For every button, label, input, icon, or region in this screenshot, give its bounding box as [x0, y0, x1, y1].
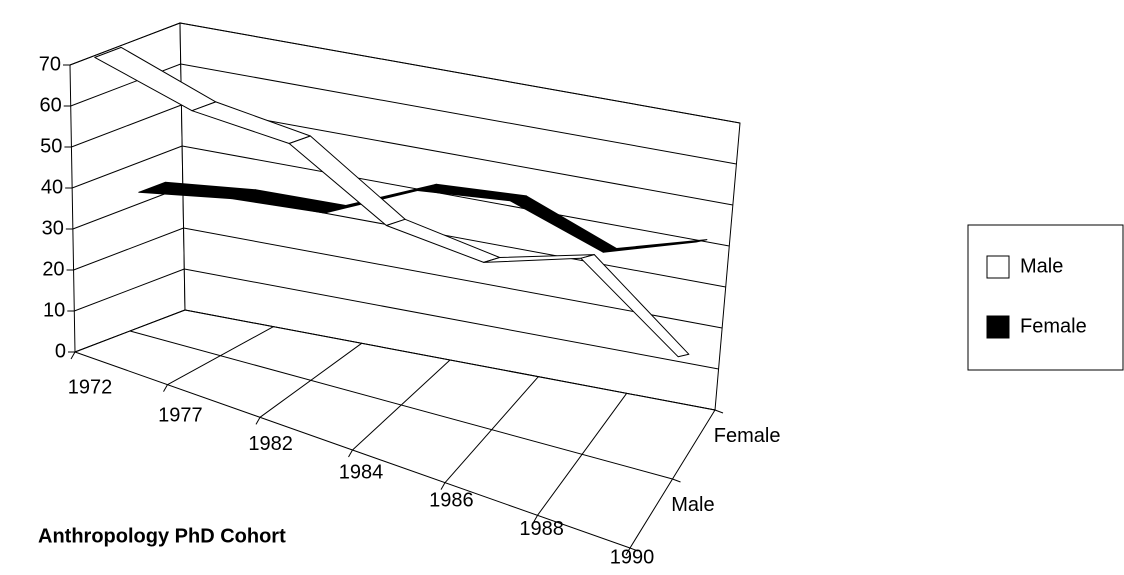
- depth-label: Male: [671, 494, 714, 516]
- legend-swatch: [986, 315, 1010, 339]
- x-tick-label: 1990: [610, 546, 655, 568]
- y-tick-label: 70: [39, 53, 61, 75]
- grid-line: [71, 104, 182, 148]
- y-tick-label: 10: [43, 299, 65, 321]
- depth-tick: [714, 409, 724, 414]
- x-tick-label: 1984: [339, 461, 384, 483]
- grid-line: [74, 268, 185, 312]
- grid-line: [73, 227, 184, 271]
- x-tick-label: 1977: [158, 405, 203, 427]
- x-tick-label: 1972: [68, 376, 113, 398]
- x-tick: [440, 482, 446, 490]
- x-tick: [625, 547, 631, 556]
- grid-line: [71, 145, 183, 189]
- y-tick-label: 50: [40, 135, 62, 157]
- grid-line: [180, 63, 737, 165]
- grid-line: [179, 22, 741, 124]
- legend-label: Male: [1020, 255, 1063, 277]
- x-tick-label: 1982: [248, 433, 293, 455]
- y-tick-label: 40: [41, 176, 63, 198]
- x-tick: [533, 515, 538, 523]
- depth-label: Female: [714, 425, 781, 447]
- grid-line: [69, 22, 181, 66]
- grid-line: [182, 145, 730, 247]
- y-tick-label: 0: [55, 340, 66, 362]
- depth-tick: [672, 478, 681, 483]
- grid-line: [184, 268, 719, 370]
- y-tick-label: 60: [39, 94, 61, 116]
- x-tick: [163, 384, 168, 392]
- depth-tick: [629, 547, 639, 552]
- x-axis-title: Anthropology PhD Cohort: [38, 525, 286, 547]
- y-tick-label: 30: [42, 217, 64, 239]
- legend-label: Female: [1020, 315, 1087, 337]
- ribbon-segment: [580, 254, 690, 358]
- x-tick: [348, 449, 353, 458]
- x-tick: [70, 351, 76, 360]
- ribbon-segment: [602, 239, 708, 253]
- legend-swatch: [986, 255, 1010, 279]
- floor-line: [129, 330, 673, 480]
- x-tick-label: 1988: [519, 518, 564, 540]
- x-tick: [255, 417, 261, 425]
- x-tick-label: 1986: [429, 490, 474, 512]
- grid-line: [183, 227, 723, 329]
- grid-line: [181, 104, 733, 206]
- y-tick-label: 20: [42, 258, 64, 280]
- legend-box: [967, 224, 1124, 371]
